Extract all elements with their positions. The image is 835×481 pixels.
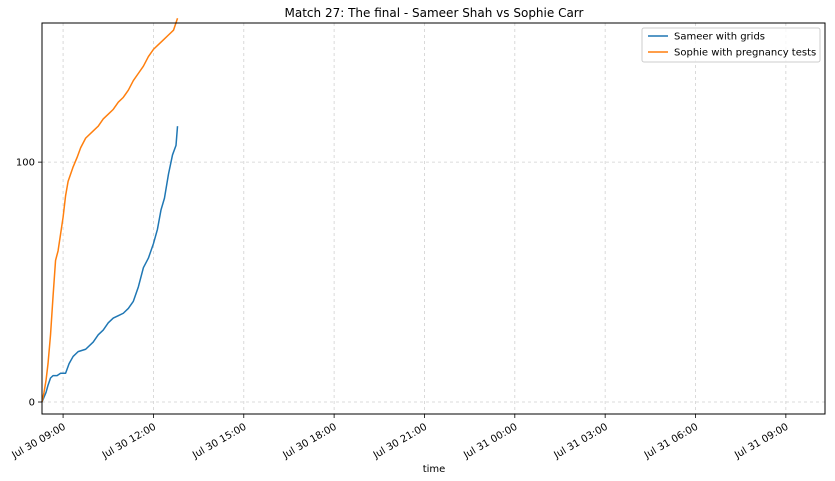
y-axis-ticks: 0 100	[16, 158, 42, 409]
x-tick-label: Jul 30 09:00	[9, 422, 67, 462]
x-tick-label: Jul 31 06:00	[642, 422, 700, 462]
x-tick-label: Jul 31 09:00	[732, 422, 790, 462]
plot-frame	[41, 22, 826, 415]
y-tick-label: 0	[29, 398, 35, 409]
legend: Sameer with grids Sophie with pregnancy t…	[641, 27, 821, 63]
legend-label-1: Sameer with grids	[674, 32, 765, 43]
x-tick-label: Jul 31 00:00	[461, 422, 519, 462]
x-tick-label: Jul 30 18:00	[281, 422, 339, 462]
x-axis-label: time	[423, 464, 446, 475]
series-lines	[41, 17, 179, 403]
y-tick-label: 100	[16, 158, 35, 169]
series-line-2	[41, 17, 179, 403]
x-tick-label: Jul 30 12:00	[100, 422, 158, 462]
legend-label-2: Sophie with pregnancy tests	[674, 48, 816, 59]
legend-box	[641, 27, 821, 63]
series-line-1	[41, 126, 179, 403]
x-axis-ticks: Jul 30 09:00 Jul 30 12:00 Jul 30 15:00 Jul …	[9, 414, 791, 462]
x-tick-label: Jul 30 21:00	[371, 422, 429, 462]
chart-title: Match 27: The final - Sameer Shah vs Sop…	[285, 6, 584, 20]
x-tick-label: Jul 31 03:00	[552, 422, 610, 462]
x-tick-label: Jul 30 15:00	[190, 422, 248, 462]
grid	[42, 23, 825, 414]
